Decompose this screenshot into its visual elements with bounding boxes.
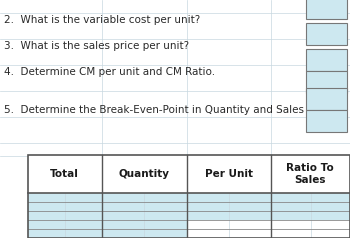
Text: Ratio To
Sales: Ratio To Sales	[286, 163, 334, 185]
Bar	[306, 88, 346, 110]
Bar	[306, 110, 346, 132]
Bar	[28, 220, 187, 229]
Bar	[28, 193, 350, 202]
Bar	[28, 211, 350, 220]
Bar	[28, 229, 187, 238]
Bar	[306, 0, 346, 19]
Text: Quantity: Quantity	[119, 169, 170, 179]
Text: Per Unit: Per Unit	[205, 169, 253, 179]
Bar	[28, 202, 350, 211]
Bar	[306, 23, 346, 45]
Text: 3.  What is the sales price per unit?: 3. What is the sales price per unit?	[4, 41, 189, 51]
Text: 5.  Determine the Break-Even-Point in Quantity and Sales Dollars.: 5. Determine the Break-Even-Point in Qua…	[4, 105, 347, 115]
Text: 2.  What is the variable cost per unit?: 2. What is the variable cost per unit?	[4, 15, 200, 25]
Text: Total: Total	[50, 169, 79, 179]
Bar	[306, 71, 346, 93]
Bar	[28, 155, 350, 238]
Text: 4.  Determine CM per unit and CM Ratio.: 4. Determine CM per unit and CM Ratio.	[4, 67, 215, 77]
Bar	[306, 49, 346, 71]
Bar	[28, 155, 350, 238]
